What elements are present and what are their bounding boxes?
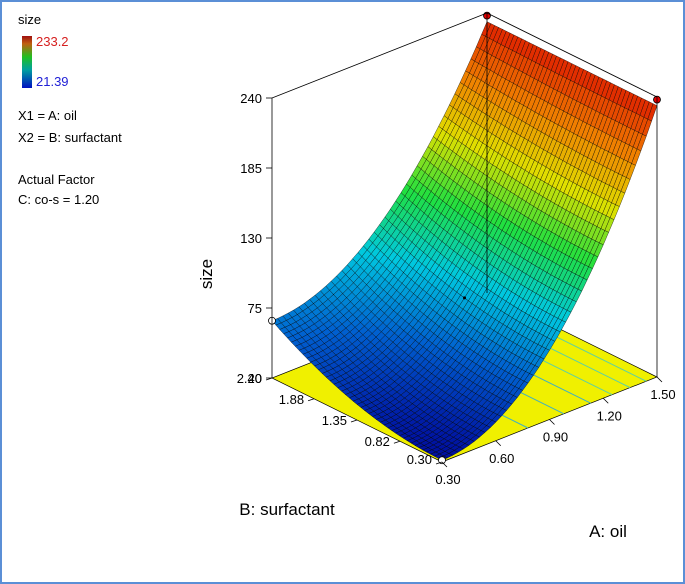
a-tick: [656, 376, 663, 383]
legend-title: size: [18, 12, 42, 27]
center-point: [463, 296, 466, 300]
a-tick: [602, 397, 609, 404]
b-tick-label: 0.82: [365, 434, 390, 449]
b-tick: [265, 377, 273, 381]
a-axis-label: A: oil: [589, 522, 627, 541]
a-tick-label: 0.90: [543, 430, 568, 445]
b-tick: [350, 419, 358, 423]
legend-max-value: 233.2: [36, 34, 69, 49]
box-edge: [486, 12, 658, 98]
a-tick-label: 0.30: [435, 472, 460, 487]
box-layer: [271, 12, 658, 378]
box-edge: [271, 12, 488, 99]
b-axis-label: B: surfactant: [239, 500, 335, 519]
legend-min-value: 21.39: [36, 74, 69, 89]
z-axis-label: size: [197, 259, 216, 289]
legend-x1-label: X1 = A: oil: [18, 108, 77, 123]
b-tick-label: 2.40: [237, 371, 262, 386]
a-tick: [441, 461, 448, 468]
b-tick-label: 1.88: [279, 392, 304, 407]
color-scale-bar: [22, 36, 32, 88]
tick-layer: 20 75 130 185 240 0.30 0.82 1.35 1.88 2.40 0.30 0.6…: [237, 91, 676, 487]
b-tick: [307, 398, 315, 402]
a-tick: [495, 440, 502, 447]
z-tick-label: 130: [240, 231, 262, 246]
a-tick-label: 1.50: [650, 387, 675, 402]
legend-actual-factor-heading: Actual Factor: [18, 172, 95, 187]
a-tick-label: 1.20: [597, 408, 622, 423]
design-point: [438, 456, 446, 465]
z-tick-label: 240: [240, 91, 262, 106]
z-tick-label: 185: [240, 161, 262, 176]
z-tick-label: 20: [248, 371, 262, 386]
a-tick: [549, 419, 555, 425]
b-tick-label: 1.35: [322, 413, 347, 428]
a-tick-label: 0.60: [489, 451, 514, 466]
b-tick: [435, 461, 443, 465]
legend-x2-label: X2 = B: surfactant: [18, 130, 122, 145]
b-tick-label: 0.30: [407, 452, 432, 467]
b-tick: [393, 440, 401, 444]
surface-layer: [268, 11, 661, 465]
z-tick-label: 75: [248, 301, 262, 316]
legend-actual-factor-value: C: co-s = 1.20: [18, 192, 100, 207]
